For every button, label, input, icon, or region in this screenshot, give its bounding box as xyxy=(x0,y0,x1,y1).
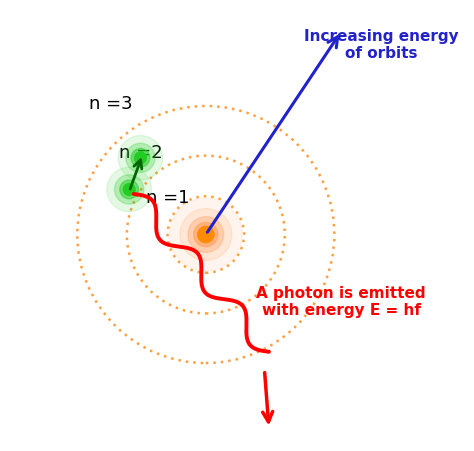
Circle shape xyxy=(131,148,150,167)
Circle shape xyxy=(123,184,135,195)
Circle shape xyxy=(169,198,242,271)
Circle shape xyxy=(115,175,144,204)
Circle shape xyxy=(135,152,146,164)
Text: n =1: n =1 xyxy=(146,189,189,207)
Circle shape xyxy=(120,180,138,199)
Circle shape xyxy=(188,216,224,253)
Text: A photon is emitted
with energy E = hf: A photon is emitted with energy E = hf xyxy=(256,286,426,318)
Text: n =2: n =2 xyxy=(118,144,162,162)
Circle shape xyxy=(180,208,232,261)
Circle shape xyxy=(107,167,151,212)
Circle shape xyxy=(118,136,163,180)
Circle shape xyxy=(194,222,218,247)
Circle shape xyxy=(198,226,214,243)
Text: Increasing energy
of orbits: Increasing energy of orbits xyxy=(304,29,459,61)
Text: n =3: n =3 xyxy=(89,95,133,113)
Circle shape xyxy=(126,143,155,172)
